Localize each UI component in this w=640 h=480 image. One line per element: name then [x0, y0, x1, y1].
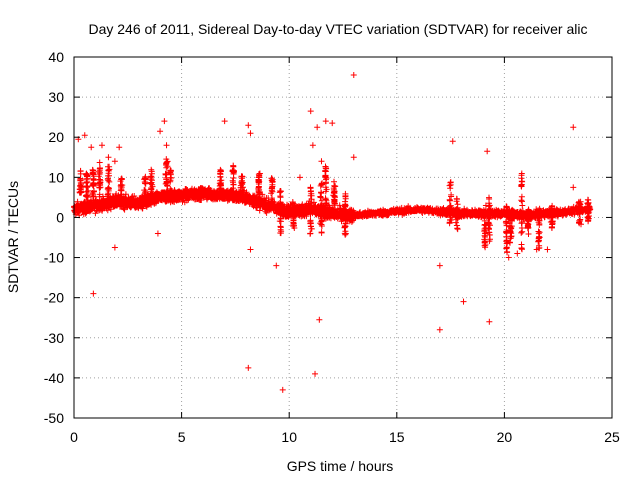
outlier-point	[570, 124, 577, 131]
x-tick-label: 10	[281, 429, 297, 445]
outlier-point	[316, 316, 323, 323]
outlier-point	[221, 118, 228, 125]
outlier-point	[314, 124, 321, 131]
outlier-point	[307, 108, 314, 115]
x-tick-label: 20	[497, 429, 513, 445]
outlier-point	[161, 118, 168, 125]
outlier-point	[460, 298, 467, 305]
outlier-point	[449, 138, 456, 145]
outlier-point	[318, 158, 325, 165]
outlier-point	[309, 142, 316, 149]
outlier-point	[514, 250, 521, 257]
outlier-point	[247, 130, 254, 137]
outlier-point	[111, 158, 118, 165]
outlier-point	[322, 118, 329, 125]
outlier-point	[486, 318, 493, 325]
y-axis-label: SDTVAR / TECUs	[5, 181, 21, 293]
x-tick-label: 0	[70, 429, 78, 445]
outlier-point	[484, 148, 491, 155]
outlier-point	[154, 230, 161, 237]
plot-frame	[73, 56, 613, 419]
x-tick-label: 5	[178, 429, 186, 445]
outlier-point	[312, 370, 319, 377]
outlier-point	[570, 184, 577, 191]
outlier-point	[296, 174, 303, 181]
grid	[74, 57, 612, 418]
outlier-point	[436, 262, 443, 269]
outlier-point	[505, 254, 512, 261]
y-tick-label: -40	[44, 370, 64, 386]
data-points	[71, 72, 594, 393]
data-point-cloud	[71, 156, 594, 256]
y-tick-label: -10	[44, 250, 64, 266]
x-tick-label: 15	[389, 429, 405, 445]
y-tick-label: 20	[48, 129, 64, 145]
outlier-point	[245, 364, 252, 371]
axis-ticks: 0 5 10 15 20 25 -50 -40 -30 -20 -10 0 10 20 30 40	[44, 49, 620, 445]
outlier-point	[350, 154, 357, 161]
x-tick-label: 25	[604, 429, 620, 445]
outlier-point	[350, 72, 357, 79]
outlier-point	[279, 386, 286, 393]
outlier-point	[163, 142, 170, 149]
x-axis-label: GPS time / hours	[287, 458, 394, 474]
outlier-point	[329, 120, 336, 127]
outlier-point	[116, 144, 123, 151]
outlier-point	[436, 326, 443, 333]
y-tick-label: 10	[48, 169, 64, 185]
y-tick-label: -50	[44, 410, 64, 426]
outlier-point	[273, 262, 280, 269]
outlier-point	[245, 122, 252, 129]
outlier-point	[544, 246, 551, 253]
y-tick-label: 0	[56, 209, 64, 225]
outlier-point	[90, 290, 97, 297]
outlier-point	[111, 244, 118, 251]
outlier-point	[88, 144, 95, 151]
outlier-point	[533, 246, 540, 253]
outlier-point	[157, 128, 164, 135]
y-tick-label: -30	[44, 330, 64, 346]
y-tick-label: 40	[48, 49, 64, 65]
y-tick-label: -20	[44, 290, 64, 306]
y-tick-label: 30	[48, 89, 64, 105]
chart-title: Day 246 of 2011, Sidereal Day-to-day VTE…	[88, 21, 587, 37]
outlier-point	[98, 142, 105, 149]
outlier-point	[247, 246, 254, 253]
outlier-point	[81, 132, 88, 139]
outlier-point	[105, 154, 112, 161]
